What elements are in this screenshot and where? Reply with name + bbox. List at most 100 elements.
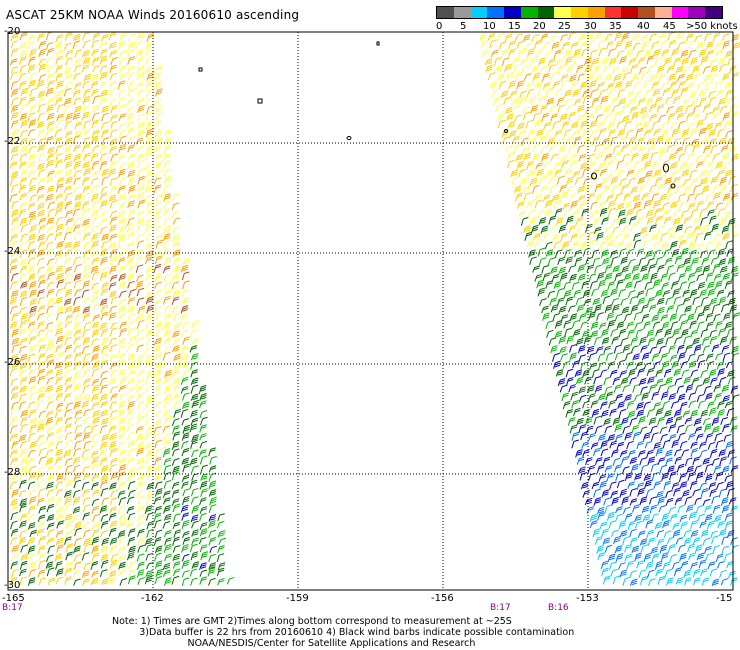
wind-barb — [507, 159, 515, 169]
wind-barb — [99, 55, 108, 65]
wind-barb — [581, 280, 589, 290]
wind-barb — [208, 489, 217, 497]
wind-barb — [191, 472, 199, 481]
wind-barb — [154, 153, 163, 162]
wind-barb — [628, 216, 637, 225]
wind-barb — [591, 97, 600, 106]
wind-barb — [191, 434, 199, 443]
wind-barb — [696, 393, 705, 403]
wind-barb — [118, 40, 127, 50]
wind-barb — [542, 272, 551, 281]
wind-barb — [55, 560, 63, 570]
wind-barb — [163, 193, 171, 202]
wind-barb — [137, 528, 145, 538]
wind-barb — [20, 544, 28, 553]
wind-barb — [635, 127, 644, 137]
wind-barb — [691, 257, 699, 265]
wind-barb — [611, 184, 620, 194]
wind-barb — [624, 512, 633, 521]
wind-barb — [644, 129, 652, 137]
wind-barb — [118, 113, 127, 122]
wind-barb — [725, 130, 733, 138]
wind-barb — [643, 432, 651, 441]
wind-barb — [19, 161, 27, 170]
legend-swatch — [504, 7, 521, 18]
wind-barb — [607, 434, 616, 442]
wind-barb — [550, 113, 558, 122]
legend-color-bar — [436, 6, 723, 19]
wind-barb — [594, 304, 602, 314]
wind-barb — [72, 305, 81, 314]
wind-barb — [604, 465, 613, 473]
wind-barb — [622, 153, 630, 161]
wind-barb — [82, 497, 91, 505]
wind-barb — [46, 537, 55, 545]
wind-barb — [136, 274, 144, 283]
wind-barb — [613, 535, 621, 545]
wind-barb — [145, 56, 153, 65]
wind-barb — [563, 289, 572, 299]
wind-barb — [692, 488, 700, 497]
wind-barb — [548, 337, 557, 346]
wind-barb — [724, 474, 732, 482]
wind-barb — [99, 144, 108, 154]
wind-barb — [127, 169, 136, 178]
wind-barb — [137, 354, 145, 362]
wind-barb — [47, 64, 55, 74]
wind-barb — [589, 49, 598, 59]
wind-barb — [182, 296, 190, 305]
wind-barb — [10, 176, 18, 186]
wind-barb — [109, 129, 118, 138]
wind-barb — [163, 160, 171, 169]
wind-barb — [172, 425, 180, 434]
wind-barb — [92, 95, 101, 105]
wind-barb — [37, 162, 45, 171]
wind-barb — [624, 431, 632, 441]
wind-barb — [117, 345, 126, 354]
wind-barb — [20, 119, 29, 129]
wind-barb — [100, 370, 108, 378]
wind-barb — [721, 344, 730, 353]
wind-barb — [108, 576, 117, 585]
wind-barb — [91, 368, 100, 377]
wind-barb — [163, 137, 171, 146]
wind-barb — [719, 216, 728, 226]
wind-barb — [137, 577, 146, 585]
wind-barb — [679, 514, 688, 523]
wind-barb — [514, 114, 522, 122]
legend-swatch — [671, 7, 689, 18]
wind-barb — [561, 41, 570, 50]
wind-barb — [515, 153, 524, 162]
wind-barb — [81, 176, 90, 186]
wind-barb — [110, 114, 118, 122]
wind-barb — [669, 313, 678, 322]
wind-barb — [172, 217, 181, 225]
wind-barb — [19, 368, 27, 378]
wind-barb — [631, 72, 640, 81]
wind-barb — [55, 119, 64, 129]
wind-barb — [602, 575, 611, 585]
wind-barb — [639, 336, 647, 346]
wind-barb — [19, 56, 27, 65]
wind-barb — [182, 530, 190, 539]
wind-barb — [593, 64, 602, 74]
wind-barb — [110, 296, 119, 305]
wind-barb — [702, 498, 711, 507]
wind-barb — [602, 65, 611, 74]
wind-barb — [668, 152, 677, 161]
wind-barb — [628, 368, 636, 378]
wind-barb — [19, 265, 28, 274]
wind-barb — [100, 311, 109, 321]
wind-barb — [619, 449, 628, 458]
wind-barb — [72, 112, 81, 121]
wind-barb — [644, 479, 652, 489]
wind-barb — [633, 160, 642, 169]
wind-barb — [674, 377, 682, 386]
wind-barb — [645, 250, 654, 258]
wind-barb — [484, 58, 493, 66]
wind-barb — [164, 289, 172, 298]
wind-barb — [118, 217, 127, 225]
wind-barb — [190, 577, 198, 586]
wind-barb — [565, 176, 574, 186]
wind-barb — [65, 520, 74, 529]
